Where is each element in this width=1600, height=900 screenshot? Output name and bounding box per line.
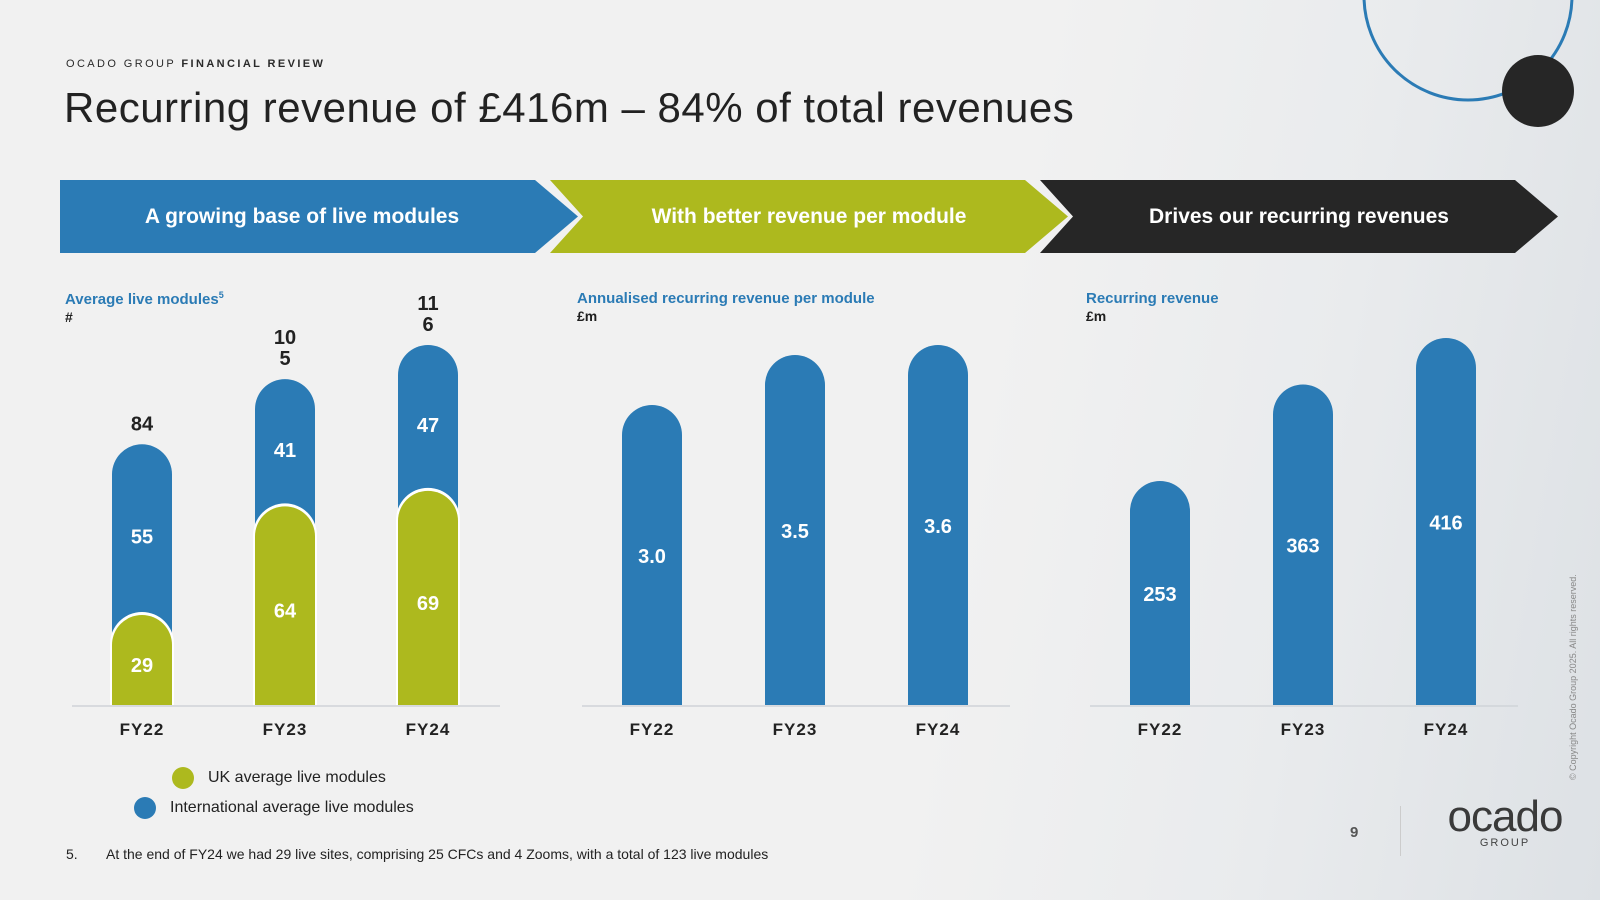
data-label-international: 47	[417, 415, 439, 437]
x-tick-label: FY23	[263, 720, 308, 739]
chevron-label: With better revenue per module	[651, 204, 967, 228]
panel-title: Annualised recurring revenue per module	[577, 290, 875, 307]
copyright-notice: © Copyright Ocado Group 2025. All rights…	[1568, 560, 1578, 780]
bar	[622, 405, 682, 705]
x-tick-label: FY23	[1281, 720, 1326, 739]
panel-unit: £m	[1086, 308, 1107, 324]
kicker-bold: FINANCIAL REVIEW	[181, 58, 326, 70]
data-label: 3.5	[781, 521, 809, 543]
chevron-growing-base: A growing base of live modules	[60, 180, 578, 253]
data-label-international: 41	[274, 440, 296, 462]
x-tick-label: FY22	[120, 720, 165, 739]
ocado-logo: ocado GROUP	[1440, 792, 1570, 850]
x-tick-label: FY24	[916, 720, 961, 739]
bar-uk	[398, 490, 458, 705]
x-tick-label: FY22	[630, 720, 675, 739]
footnote: 5. At the end of FY24 we had 29 live site…	[66, 846, 768, 862]
bar	[765, 355, 825, 705]
chevron-revenue-per-module: With better revenue per module	[550, 180, 1068, 253]
footer-divider	[1400, 806, 1401, 856]
panel-head-recurring-revenue: Recurring revenue £m	[1086, 290, 1219, 324]
data-label-total: 5	[279, 348, 290, 370]
bar	[1273, 384, 1333, 705]
data-label-total: 11	[417, 293, 438, 315]
footnote-text: At the end of FY24 we had 29 live sites,…	[106, 846, 769, 862]
copyright-text: © Copyright Ocado Group 2025. All rights…	[1568, 574, 1578, 780]
kicker-light: OCADO GROUP	[66, 58, 176, 70]
data-label-total: 6	[422, 314, 433, 336]
bar-uk	[255, 506, 315, 705]
bar-uk	[112, 615, 172, 705]
data-label-total: 10	[274, 327, 296, 349]
data-label-total: 84	[131, 413, 154, 435]
page-title: Recurring revenue of £416m – 84% of tota…	[64, 84, 1075, 131]
chevron-label: A growing base of live modules	[144, 204, 460, 228]
bar	[1130, 481, 1190, 705]
legend-swatch-uk	[172, 767, 194, 789]
logo-word: ocado	[1447, 792, 1564, 841]
legend-item-uk: UK average live modules	[172, 763, 414, 793]
legend: UK average live modules International av…	[134, 763, 414, 823]
page-number: 9	[1350, 824, 1359, 841]
x-tick-label: FY24	[406, 720, 451, 739]
data-label: 253	[1143, 584, 1176, 606]
x-tick-label: FY22	[1138, 720, 1183, 739]
data-label: 3.6	[924, 516, 952, 538]
bar	[908, 345, 968, 705]
chevron-label: Drives our recurring revenues	[1149, 204, 1449, 228]
data-label: 363	[1286, 536, 1319, 558]
data-label-uk: 64	[274, 601, 297, 623]
deco-ring	[1362, 0, 1574, 102]
deco-dark-dot	[1502, 55, 1574, 127]
footnote-number: 5.	[66, 846, 78, 862]
panel-head-revenue-per-module: Annualised recurring revenue per module …	[577, 290, 875, 324]
chart-recurring-revenue: 253 363 416 FY22 FY23 FY24	[1090, 338, 1518, 739]
legend-item-international: International average live modules	[134, 793, 414, 823]
section-kicker: OCADO GROUP FINANCIAL REVIEW	[66, 58, 325, 70]
panel-title: Recurring revenue	[1086, 290, 1219, 307]
chart-revenue-per-module: 3.0 3.5 3.6 FY22 FY23 FY24	[582, 345, 1010, 739]
chevron-recurring-revenues: Drives our recurring revenues	[1040, 180, 1558, 253]
logo-group: GROUP	[1479, 837, 1531, 849]
data-label: 3.0	[638, 546, 666, 568]
footnote-ref: 5	[218, 290, 224, 300]
data-label-uk: 29	[131, 655, 153, 677]
x-tick-label: FY23	[773, 720, 818, 739]
x-tick-label: FY24	[1424, 720, 1469, 739]
panel-head-live-modules: Average live modules5 #	[65, 290, 224, 325]
data-label-uk: 69	[417, 593, 439, 615]
legend-swatch-international	[134, 797, 156, 819]
panel-unit: £m	[577, 308, 598, 324]
bar	[1416, 338, 1476, 705]
legend-label: International average live modules	[170, 799, 414, 816]
legend-label: UK average live modules	[208, 769, 386, 786]
panel-title: Average live modules5	[65, 290, 224, 308]
data-label: 416	[1429, 513, 1462, 535]
panel-title-text: Average live modules	[65, 291, 219, 308]
data-label-international: 55	[131, 527, 153, 549]
panel-unit: #	[65, 309, 73, 325]
